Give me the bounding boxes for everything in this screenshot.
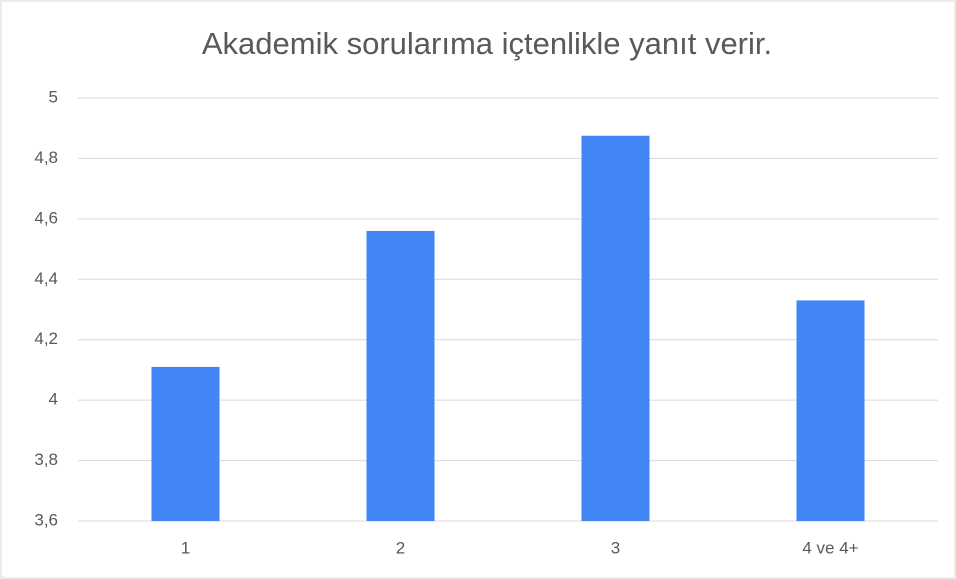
y-tick-label: 4,2 bbox=[34, 329, 58, 348]
x-tick-label: 1 bbox=[181, 538, 190, 557]
bar bbox=[366, 230, 435, 521]
bar bbox=[796, 300, 865, 521]
x-tick-label: 3 bbox=[611, 538, 620, 557]
y-tick-label: 4 bbox=[49, 390, 58, 409]
chart-title: Akademik sorularıma içtenlikle yanıt ver… bbox=[202, 26, 772, 61]
y-tick-label: 4,8 bbox=[34, 148, 58, 167]
y-tick-label: 4,6 bbox=[34, 208, 58, 227]
bar bbox=[581, 135, 650, 521]
y-tick-label: 5 bbox=[49, 87, 58, 106]
y-tick-label: 3,6 bbox=[34, 510, 58, 529]
y-tick-label: 3,8 bbox=[34, 450, 58, 469]
bar bbox=[151, 366, 220, 521]
y-tick-label: 4,4 bbox=[34, 269, 58, 288]
x-tick-label: 4 ve 4+ bbox=[802, 538, 858, 557]
x-tick-label: 2 bbox=[396, 538, 405, 557]
